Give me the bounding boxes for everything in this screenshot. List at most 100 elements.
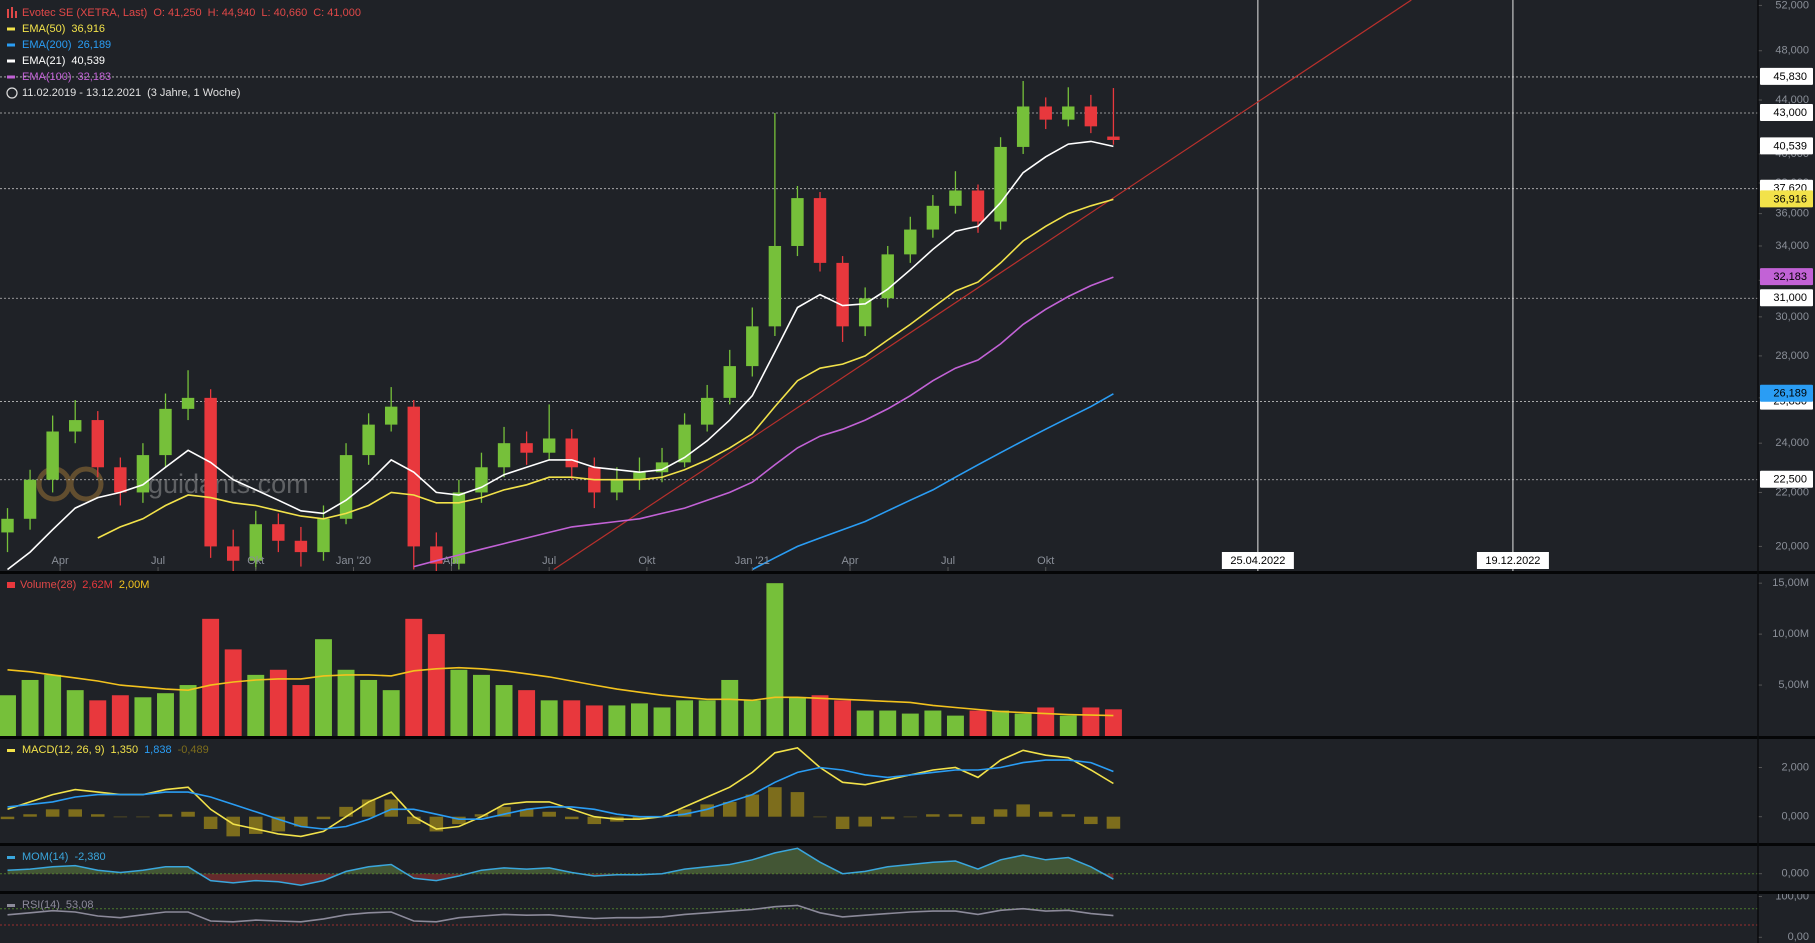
histogram-bar bbox=[519, 809, 534, 817]
legend-quote: L: 40,660 bbox=[261, 7, 307, 19]
candle-body bbox=[91, 420, 104, 468]
candle-body bbox=[362, 424, 375, 456]
date-marker-label: 19.12.2022 bbox=[1485, 555, 1540, 567]
histogram-bar bbox=[835, 816, 850, 829]
date-marker-label: 25.04.2022 bbox=[1230, 555, 1285, 567]
legend-swatch bbox=[7, 27, 15, 31]
volume-bar bbox=[134, 697, 152, 736]
indicator-line bbox=[7, 904, 1114, 923]
y-tick-label: 22,000 bbox=[1775, 486, 1809, 498]
candle-body bbox=[69, 420, 82, 432]
volume-bar bbox=[1082, 707, 1100, 736]
candle-body bbox=[926, 205, 940, 230]
date-range: 11.02.2019 - 13.12.2021 bbox=[22, 87, 141, 99]
plot-area bbox=[0, 904, 1758, 926]
volume-bar bbox=[788, 697, 806, 736]
indicator-line bbox=[7, 747, 1114, 838]
candle-body bbox=[542, 438, 556, 453]
candle-body bbox=[813, 198, 827, 263]
volume-bar bbox=[879, 710, 897, 736]
legend-swatch bbox=[7, 749, 15, 752]
volume-bar bbox=[337, 669, 355, 736]
histogram-bar bbox=[0, 816, 15, 820]
histogram-bar bbox=[1016, 804, 1030, 817]
candle-body bbox=[610, 479, 624, 493]
histogram-bar bbox=[91, 814, 105, 817]
candle-body bbox=[1107, 136, 1120, 140]
volume-bar bbox=[157, 693, 174, 736]
ema-tag: 32,183 bbox=[1773, 271, 1807, 283]
y-tick-label: 5,00M bbox=[1778, 679, 1809, 691]
histogram-bar bbox=[926, 814, 940, 817]
legend-quote: H: 44,940 bbox=[208, 7, 256, 19]
legend-swatch bbox=[7, 856, 15, 859]
histogram-bar bbox=[294, 816, 308, 827]
candle-body bbox=[384, 406, 398, 425]
volume-bar bbox=[473, 674, 490, 736]
legend-name: EMA(200) bbox=[22, 39, 72, 51]
y-tick-label: 2,000 bbox=[1781, 761, 1809, 773]
volume-bar bbox=[698, 700, 716, 736]
legend-swatch bbox=[7, 582, 15, 588]
legend-title: Evotec SE (XETRA, Last) bbox=[22, 7, 147, 19]
histogram-bar bbox=[971, 816, 985, 825]
candle-body bbox=[249, 524, 262, 561]
candle-body bbox=[858, 298, 872, 327]
legend-swatch bbox=[7, 59, 15, 63]
histogram-bar bbox=[226, 816, 240, 837]
y-tick-label: 36,000 bbox=[1775, 208, 1809, 220]
candle-body bbox=[204, 397, 217, 547]
volume-bar bbox=[405, 618, 423, 736]
histogram-bar bbox=[903, 816, 918, 818]
histogram-bar bbox=[406, 816, 421, 825]
plot-area bbox=[0, 747, 1121, 838]
histogram-bar bbox=[203, 816, 218, 829]
histogram-bar bbox=[248, 816, 263, 834]
date-marker-box bbox=[1476, 552, 1549, 569]
histogram-bar bbox=[858, 816, 872, 827]
trendline bbox=[553, 0, 1412, 571]
ema-tag: 40,539 bbox=[1773, 140, 1807, 152]
candle-body bbox=[114, 467, 127, 493]
volume-bar bbox=[901, 713, 919, 736]
legend-swatch bbox=[7, 75, 15, 79]
volume-bar bbox=[495, 685, 513, 736]
candle-body bbox=[971, 190, 985, 222]
volume-bar bbox=[1059, 715, 1077, 736]
volume-bar bbox=[202, 618, 220, 736]
ema-tag-box bbox=[1760, 190, 1813, 208]
histogram-bar bbox=[181, 811, 195, 817]
x-tick-label: Apr bbox=[443, 555, 460, 567]
price-panel: 20,00022,00024,00026,00028,00030,00032,0… bbox=[0, 0, 1813, 571]
ema-tag-box bbox=[1760, 268, 1813, 286]
ema-line bbox=[751, 393, 1114, 571]
histogram-bar bbox=[880, 816, 895, 820]
legend-value: 32,183 bbox=[78, 71, 112, 83]
y-tick-label: 10,00M bbox=[1772, 628, 1809, 640]
icon-bar bbox=[15, 11, 17, 18]
volume-bar bbox=[21, 679, 39, 736]
volume-bar bbox=[382, 690, 400, 736]
legend-value: 36,916 bbox=[71, 23, 105, 35]
title-icon bbox=[7, 7, 17, 18]
volume-bar bbox=[924, 710, 942, 736]
candle-body bbox=[836, 262, 849, 327]
ema-tag: 26,189 bbox=[1773, 388, 1807, 400]
volume-bar bbox=[0, 695, 16, 736]
plot-area bbox=[0, 847, 1758, 886]
histogram-bar bbox=[790, 792, 805, 817]
legend-value: 26,189 bbox=[78, 39, 112, 51]
candle-body bbox=[565, 438, 578, 468]
level-tag: 22,500 bbox=[1773, 474, 1807, 486]
candle-body bbox=[768, 245, 782, 327]
ema-line bbox=[413, 276, 1114, 568]
x-tick-label: Okt bbox=[1037, 555, 1054, 567]
candle-body bbox=[1084, 106, 1098, 127]
y-tick-label: 48,000 bbox=[1775, 45, 1809, 57]
histogram-bar bbox=[813, 816, 827, 818]
histogram-bar bbox=[474, 814, 489, 817]
volume-bar bbox=[608, 705, 626, 736]
volume-bar bbox=[834, 700, 852, 736]
candle-body bbox=[1062, 106, 1075, 120]
volume-bar bbox=[721, 679, 739, 736]
